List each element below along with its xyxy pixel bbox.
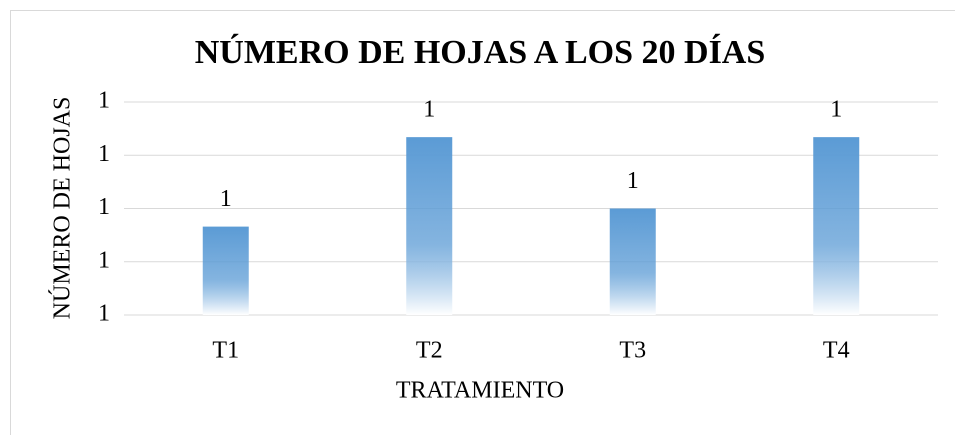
data-label: 1 [220, 186, 232, 212]
x-axis-title: TRATAMIENTO [396, 378, 564, 404]
y-tick-label: 1 [98, 141, 110, 167]
y-tick-label: 1 [98, 301, 110, 327]
data-label: 1 [627, 168, 639, 194]
bar [202, 226, 249, 315]
x-tick-label: T4 [823, 338, 850, 364]
y-tick-label: 1 [98, 88, 110, 114]
bar [406, 137, 453, 315]
y-tick-label: 1 [98, 247, 110, 273]
x-tick-label: T3 [619, 338, 646, 364]
chart-title: NÚMERO DE HOJAS A LOS 20 DÍAS [195, 33, 766, 71]
data-label: 1 [830, 97, 842, 123]
bar [813, 137, 860, 315]
y-axis-title: NÚMERO DE HOJAS [49, 97, 76, 320]
y-tick-label: 1 [98, 194, 110, 220]
x-tick-label: T1 [212, 338, 239, 364]
bar [609, 208, 656, 315]
x-tick-label: T2 [416, 338, 443, 364]
chart-border [10, 10, 955, 435]
data-label: 1 [423, 97, 435, 123]
